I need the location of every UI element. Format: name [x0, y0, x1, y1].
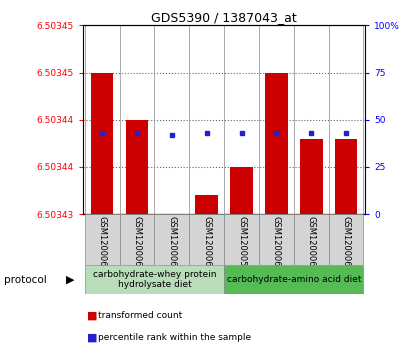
- Bar: [265, 73, 288, 214]
- Bar: [85, 214, 120, 265]
- Text: ■: ■: [87, 311, 98, 321]
- Text: GSM1200059: GSM1200059: [237, 216, 246, 272]
- Bar: [91, 73, 113, 214]
- Title: GDS5390 / 1387043_at: GDS5390 / 1387043_at: [151, 11, 297, 24]
- Bar: [294, 214, 329, 265]
- Text: GSM1200061: GSM1200061: [307, 216, 316, 272]
- Text: protocol: protocol: [4, 274, 47, 285]
- Bar: [224, 265, 364, 294]
- Bar: [120, 214, 154, 265]
- Text: carbohydrate-amino acid diet: carbohydrate-amino acid diet: [227, 275, 361, 284]
- Bar: [335, 139, 357, 214]
- Bar: [329, 214, 364, 265]
- Text: GSM1200063: GSM1200063: [98, 216, 107, 272]
- Text: ■: ■: [87, 333, 98, 343]
- Text: GSM1200064: GSM1200064: [132, 216, 142, 272]
- Bar: [300, 139, 322, 214]
- Text: GSM1200060: GSM1200060: [272, 216, 281, 272]
- Bar: [126, 120, 148, 214]
- Text: GSM1200062: GSM1200062: [342, 216, 351, 272]
- Bar: [230, 167, 253, 214]
- Text: transformed count: transformed count: [98, 311, 182, 320]
- Bar: [195, 195, 218, 214]
- Bar: [259, 214, 294, 265]
- Bar: [154, 214, 189, 265]
- Text: GSM1200065: GSM1200065: [167, 216, 176, 272]
- Bar: [189, 214, 224, 265]
- Text: ▶: ▶: [66, 274, 75, 285]
- Bar: [85, 265, 224, 294]
- Text: carbohydrate-whey protein
hydrolysate diet: carbohydrate-whey protein hydrolysate di…: [93, 270, 216, 289]
- Text: percentile rank within the sample: percentile rank within the sample: [98, 333, 251, 342]
- Text: GSM1200066: GSM1200066: [202, 216, 211, 272]
- Bar: [224, 214, 259, 265]
